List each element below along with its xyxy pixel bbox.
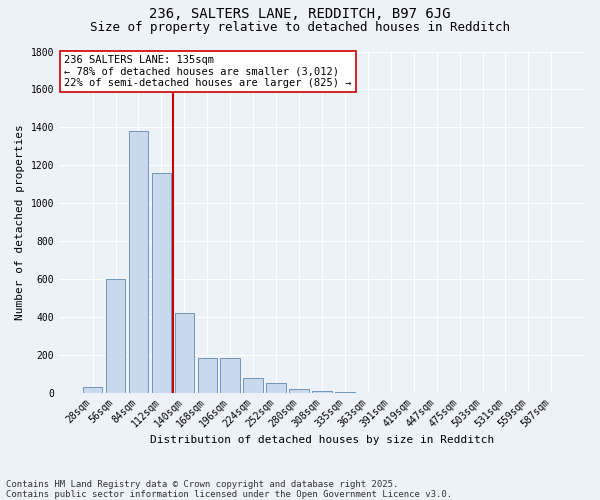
Y-axis label: Number of detached properties: Number of detached properties (15, 124, 25, 320)
Text: 236, SALTERS LANE, REDDITCH, B97 6JG: 236, SALTERS LANE, REDDITCH, B97 6JG (149, 8, 451, 22)
Bar (289, 389, 309, 392)
Bar (197, 358, 217, 392)
Text: Contains HM Land Registry data © Crown copyright and database right 2025.
Contai: Contains HM Land Registry data © Crown c… (6, 480, 452, 499)
Bar (220, 358, 240, 392)
Bar (106, 279, 125, 392)
Bar (83, 387, 103, 392)
Bar (244, 378, 263, 392)
Text: Size of property relative to detached houses in Redditch: Size of property relative to detached ho… (90, 21, 510, 34)
X-axis label: Distribution of detached houses by size in Redditch: Distribution of detached houses by size … (150, 435, 494, 445)
Bar (175, 313, 194, 392)
Bar (152, 173, 171, 392)
Bar (312, 390, 332, 392)
Bar (266, 383, 286, 392)
Bar (129, 131, 148, 392)
Text: 236 SALTERS LANE: 135sqm
← 78% of detached houses are smaller (3,012)
22% of sem: 236 SALTERS LANE: 135sqm ← 78% of detach… (64, 55, 352, 88)
